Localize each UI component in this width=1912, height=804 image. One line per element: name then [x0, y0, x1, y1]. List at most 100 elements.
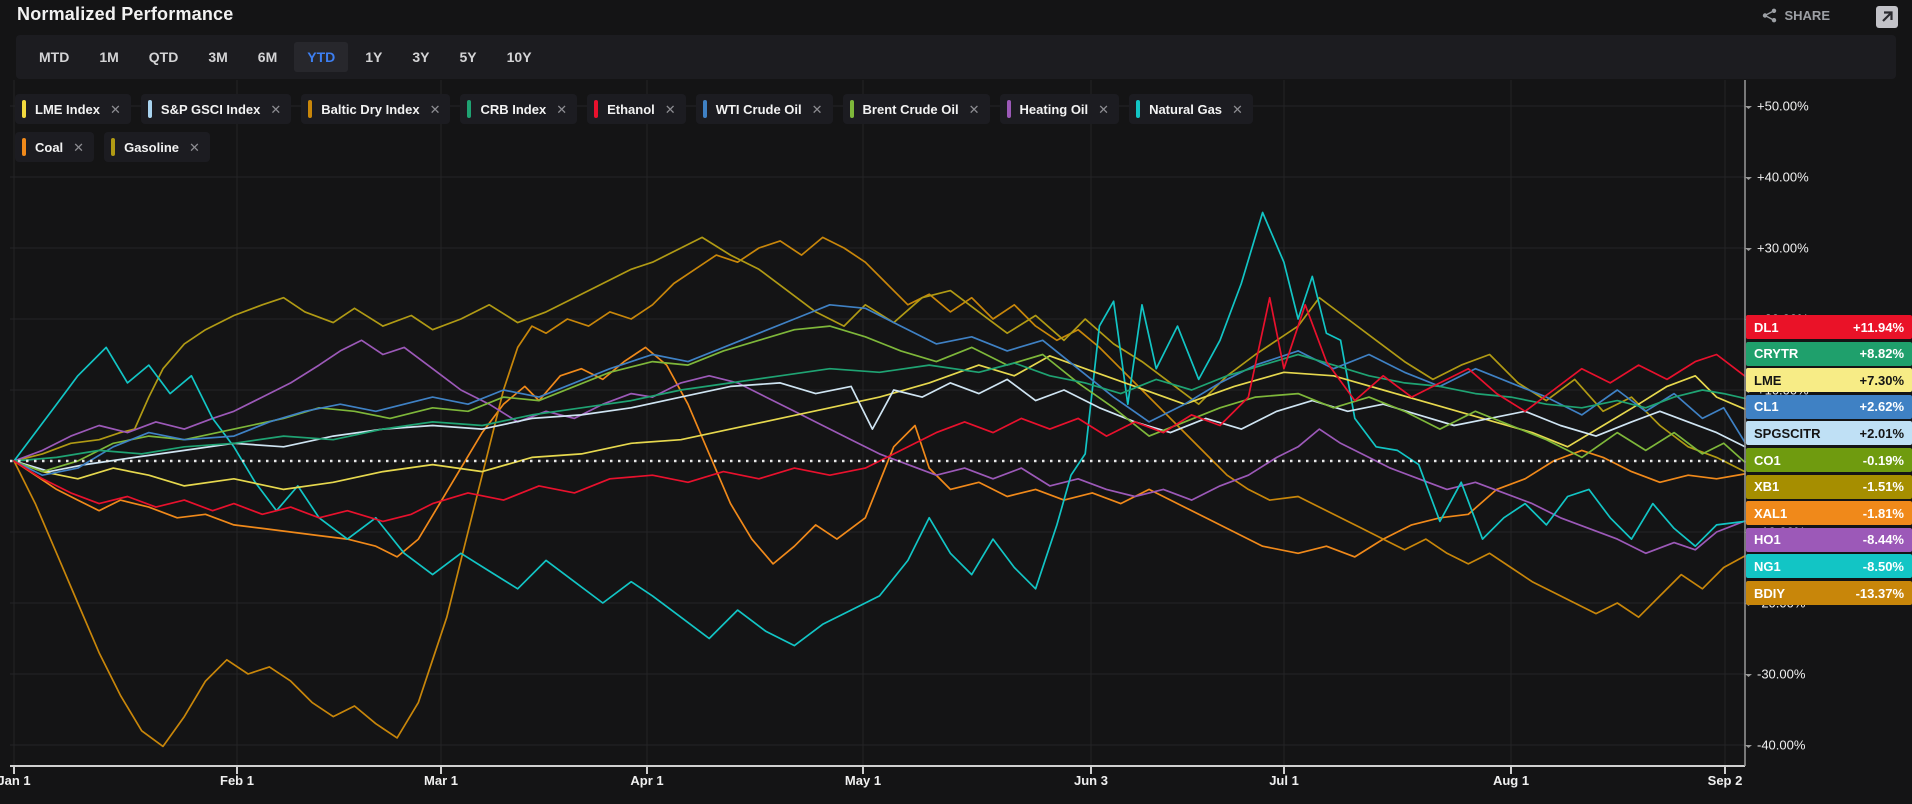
legend-chip-label: Gasoline	[124, 139, 179, 155]
remove-series-icon[interactable]: ✕	[110, 101, 121, 117]
tab-1m[interactable]: 1M	[99, 49, 119, 65]
legend-chip-wti-crude-oil[interactable]: WTI Crude Oil ✕	[695, 94, 833, 124]
series-color-bar	[702, 100, 707, 118]
ticker-symbol: XB1	[1754, 479, 1780, 495]
performance-chart[interactable]	[0, 80, 1912, 780]
y-tick	[1745, 177, 1752, 180]
series-line-ho1[interactable]	[13, 339, 1746, 555]
ticker-row-cl1[interactable]: CL1 +2.62%	[1746, 394, 1912, 419]
ticker-row-dl1[interactable]: DL1 +11.94%	[1746, 315, 1912, 339]
series-line-lme[interactable]	[13, 355, 1746, 491]
legend-chip-s-p-gsci-index[interactable]: S&P GSCI Index ✕	[140, 94, 292, 124]
ticker-symbol: XAL1	[1754, 505, 1788, 521]
series-line-ng1[interactable]	[13, 211, 1746, 647]
remove-series-icon[interactable]: ✕	[270, 101, 282, 117]
ticker-value: -0.19%	[1862, 452, 1904, 468]
ticker-row-ng1[interactable]: NG1 -8.50%	[1746, 554, 1912, 579]
series-color-bar	[22, 100, 26, 118]
series-line-xb1[interactable]	[13, 236, 1746, 473]
ticker-row-xal1[interactable]: XAL1 -1.81%	[1746, 501, 1912, 526]
legend-chip-ethanol[interactable]: Ethanol ✕	[587, 94, 686, 124]
legend-chip-heating-oil[interactable]: Heating Oil ✕	[999, 94, 1120, 124]
remove-series-icon[interactable]: ✕	[811, 101, 823, 117]
legend-chip-natural-gas[interactable]: Natural Gas ✕	[1129, 94, 1253, 124]
tab-6m[interactable]: 6M	[257, 49, 278, 65]
legend-chip-label: Natural Gas	[1149, 101, 1223, 117]
ticker-value: -13.37%	[1855, 585, 1904, 601]
remove-series-icon[interactable]: ✕	[429, 101, 441, 117]
legend-chip-label: S&P GSCI Index	[160, 101, 261, 117]
legend-chip-brent-crude-oil[interactable]: Brent Crude Oil ✕	[842, 94, 990, 124]
legend-chip-gasoline[interactable]: Gasoline ✕	[104, 132, 210, 162]
ticker-row-spgscitr[interactable]: SPGSCITR +2.01%	[1746, 421, 1912, 446]
remove-series-icon[interactable]: ✕	[1232, 101, 1243, 117]
y-axis-label: -40.00%	[1757, 737, 1806, 753]
series-line-crytr[interactable]	[13, 353, 1746, 462]
share-button[interactable]: SHARE	[1762, 8, 1830, 23]
remove-series-icon[interactable]: ✕	[968, 101, 980, 117]
tab-5y[interactable]: 5Y	[459, 49, 477, 65]
ticker-value: -8.50%	[1862, 558, 1904, 574]
series-line-bdiy[interactable]	[13, 236, 1746, 748]
y-axis-label: +40.00%	[1757, 169, 1809, 185]
remove-series-icon[interactable]: ✕	[189, 139, 200, 155]
ticker-row-co1[interactable]: CO1 -0.19%	[1746, 448, 1912, 472]
ticker-value: -1.81%	[1862, 505, 1904, 521]
x-axis-label: Feb 1	[220, 773, 254, 788]
series-line-co1[interactable]	[13, 325, 1746, 473]
ticker-value: -8.44%	[1862, 532, 1904, 548]
series-line-cl1[interactable]	[13, 303, 1746, 477]
legend-chip-baltic-dry-index[interactable]: Baltic Dry Index ✕	[301, 94, 451, 124]
ticker-row-ho1[interactable]: HO1 -8.44%	[1746, 527, 1912, 552]
series-color-bar	[849, 100, 854, 118]
x-axis-label: Jul 1	[1269, 773, 1299, 788]
remove-series-icon[interactable]: ✕	[1098, 101, 1110, 117]
legend-chip-lme-index[interactable]: LME Index ✕	[15, 94, 131, 124]
remove-series-icon[interactable]: ✕	[556, 101, 568, 117]
open-external-button[interactable]	[1876, 6, 1898, 28]
series-line-dl1[interactable]	[13, 296, 1746, 523]
ticker-symbol: DL1	[1754, 319, 1779, 335]
series-color-bar	[308, 100, 313, 118]
tab-qtd[interactable]: QTD	[148, 49, 179, 65]
tab-mtd[interactable]: MTD	[39, 49, 70, 65]
ticker-symbol: SPGSCITR	[1754, 425, 1821, 441]
ticker-row-lme[interactable]: LME +7.30%	[1746, 368, 1912, 393]
y-axis-label: +50.00%	[1757, 98, 1809, 114]
ticker-value: +2.62%	[1859, 399, 1904, 415]
x-axis-label: Jan 1	[0, 773, 31, 788]
tab-1y[interactable]: 1Y	[365, 49, 383, 65]
time-range-tabbar: MTD 1M QTD 3M 6M YTD 1Y 3Y 5Y 10Y	[16, 35, 1896, 79]
ticker-symbol: NG1	[1754, 558, 1781, 574]
legend-chip-coal[interactable]: Coal ✕	[15, 132, 95, 162]
series-color-bar	[22, 138, 26, 156]
ticker-row-crytr[interactable]: CRYTR +8.82%	[1746, 341, 1912, 366]
remove-series-icon[interactable]: ✕	[664, 101, 676, 117]
legend-chip-label: Baltic Dry Index	[321, 101, 420, 117]
ticker-symbol: CRYTR	[1754, 346, 1799, 362]
ticker-value: +8.82%	[1859, 346, 1904, 362]
series-color-bar	[147, 100, 152, 118]
ticker-row-bdiy[interactable]: BDIY -13.37%	[1746, 581, 1912, 605]
chart-canvas[interactable]	[0, 80, 1912, 775]
external-link-icon	[1882, 11, 1893, 22]
ticker-value: -1.51%	[1862, 479, 1904, 495]
series-line-xal1[interactable]	[13, 346, 1746, 565]
legend-chip-crb-index[interactable]: CRB Index ✕	[460, 94, 578, 124]
remove-series-icon[interactable]: ✕	[73, 139, 85, 155]
legend-chip-label: Ethanol	[607, 101, 655, 117]
y-axis-label: -30.00%	[1757, 666, 1806, 682]
y-tick	[1745, 745, 1752, 748]
legend-chip-label: CRB Index	[480, 101, 547, 117]
tab-ytd[interactable]: YTD	[294, 42, 349, 72]
tab-10y[interactable]: 10Y	[506, 49, 532, 65]
ticker-row-xb1[interactable]: XB1 -1.51%	[1746, 474, 1912, 499]
share-label: SHARE	[1784, 8, 1830, 23]
series-line-spgscitr[interactable]	[13, 378, 1746, 473]
tab-3y[interactable]: 3Y	[412, 49, 430, 65]
tab-3m[interactable]: 3M	[208, 49, 228, 65]
x-axis-label: Aug 1	[1492, 773, 1530, 788]
y-tick	[1745, 106, 1752, 109]
y-axis-label: +30.00%	[1757, 240, 1809, 256]
